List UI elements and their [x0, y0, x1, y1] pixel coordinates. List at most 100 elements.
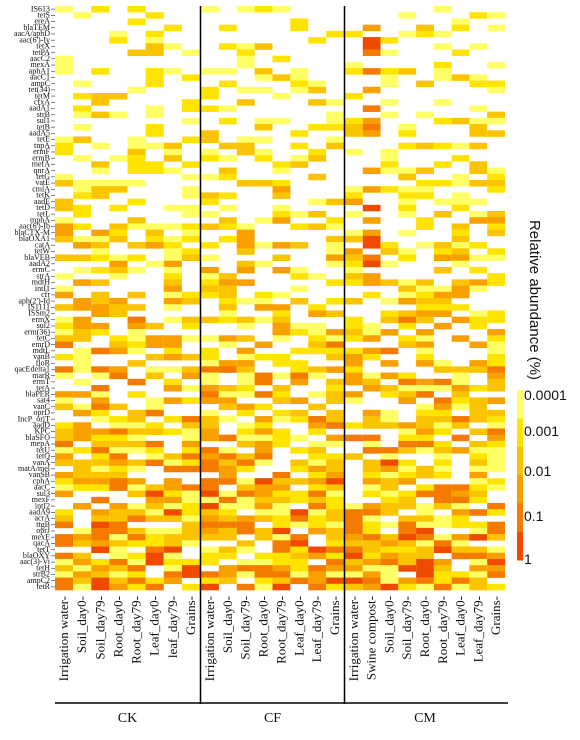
sample-label: Grains-: [327, 596, 342, 635]
heatmap-cell: [326, 478, 344, 485]
heatmap-cell: [326, 440, 344, 448]
group-dividers: [55, 6, 508, 704]
gene-label: tetU: [36, 445, 50, 454]
gene-label: catA: [35, 240, 50, 249]
heatmap-cell: [308, 372, 327, 380]
heatmap-cell: [398, 186, 417, 193]
heatmap-cell: [451, 503, 470, 510]
heatmap-cell: [362, 329, 381, 336]
heatmap-cell: [201, 416, 219, 423]
heatmap-cell: [127, 329, 146, 336]
heatmap-cell: [433, 496, 452, 504]
heatmap-cell: [109, 366, 128, 373]
heatmap-cell: [201, 509, 219, 516]
gene-label: aac(6')-Iy: [19, 35, 50, 44]
gene-label: cmlA: [32, 184, 50, 193]
heatmap-cell: [290, 416, 309, 423]
heatmap-cell: [181, 527, 200, 535]
heatmap-cell: [416, 465, 434, 473]
gene-label: intI2: [35, 501, 50, 510]
heatmap-cell: [380, 465, 399, 473]
heatmap-cell: [290, 372, 309, 380]
heatmap-cell: [109, 372, 128, 380]
heatmap-cell: [73, 124, 92, 131]
heatmap-cell: [236, 298, 255, 305]
heatmap-cell: [163, 384, 182, 392]
heatmap-cell: [433, 422, 452, 429]
heatmap-cell: [272, 304, 291, 311]
heatmap-cell: [326, 254, 344, 262]
heatmap-cell: [345, 391, 363, 398]
heatmap-cell: [201, 384, 219, 392]
heatmap-cell: [73, 534, 92, 541]
heatmap-cell: [308, 515, 327, 522]
heatmap-cell: [380, 279, 399, 286]
heatmap-cell: [201, 136, 219, 143]
heatmap-cell: [236, 353, 255, 361]
sample-label: Soil_day79-: [92, 596, 107, 660]
legend-tick-label: 0.1: [524, 508, 544, 524]
heatmap-cell: [451, 192, 470, 199]
gene-label: ermC: [32, 265, 50, 274]
heatmap-cell: [398, 478, 417, 485]
heatmap-cell: [272, 527, 291, 535]
heatmap-cell: [73, 322, 92, 330]
heatmap-cell: [290, 434, 309, 442]
heatmap-cell: [345, 117, 363, 125]
heatmap-cell: [181, 416, 200, 423]
heatmap-cell: [290, 211, 309, 218]
heatmap-cell: [308, 37, 327, 44]
heatmap-cell: [73, 316, 92, 324]
heatmap-cell: [163, 24, 182, 32]
heatmap-cell: [398, 298, 417, 305]
heatmap-cell: [433, 397, 452, 404]
heatmap-cell: [218, 478, 237, 485]
sample-label: Irrigation water-: [202, 596, 217, 681]
heatmap-cell: [326, 459, 344, 467]
heatmap-cell: [469, 285, 488, 293]
gene-label: sul1: [37, 116, 50, 125]
heatmap-cell: [326, 583, 344, 591]
heatmap-cell: [308, 453, 327, 460]
heatmap-cell: [73, 223, 92, 230]
heatmap-cell: [73, 204, 92, 212]
heatmap-cell: [181, 192, 200, 199]
heatmap-cell: [416, 353, 434, 361]
heatmap-cell: [55, 55, 74, 63]
heatmap-cell: [201, 223, 219, 230]
heatmap-cell: [416, 540, 434, 547]
heatmap-cell: [272, 353, 291, 361]
heatmap-cell: [254, 527, 273, 535]
heatmap-cell: [91, 391, 110, 398]
heatmap-cell: [451, 403, 470, 411]
heatmap-cell: [290, 68, 309, 75]
heatmap-cell: [487, 353, 505, 361]
heatmap-cell: [109, 440, 128, 448]
heatmap-cell: [380, 360, 399, 367]
heatmap-cell: [55, 447, 74, 454]
heatmap-cell: [308, 155, 327, 162]
heatmap-cell: [290, 298, 309, 305]
heatmap-cell: [145, 105, 164, 112]
heatmap-cell: [308, 416, 327, 423]
heatmap-cell: [469, 583, 488, 591]
heatmap-cell: [201, 211, 219, 218]
heatmap-cell: [487, 478, 505, 485]
heatmap-cell: [487, 434, 505, 442]
heatmap-cell: [109, 478, 128, 485]
heatmap-cell: [55, 254, 74, 262]
heatmap-cell: [55, 471, 74, 479]
heatmap-cell: [380, 391, 399, 398]
heatmap-cell: [487, 310, 505, 317]
heatmap-cell: [380, 447, 399, 454]
heatmap-cell: [290, 360, 309, 367]
heatmap-cell: [201, 490, 219, 498]
heatmap-cell: [433, 248, 452, 255]
heatmap-cell: [127, 459, 146, 467]
group-labels: CK CF CM: [118, 711, 437, 726]
heatmap-cell: [433, 366, 452, 373]
heatmap-cell: [109, 179, 128, 187]
heatmap-cell: [362, 490, 381, 498]
heatmap-cell: [433, 254, 452, 262]
heatmap-cell: [236, 465, 255, 473]
